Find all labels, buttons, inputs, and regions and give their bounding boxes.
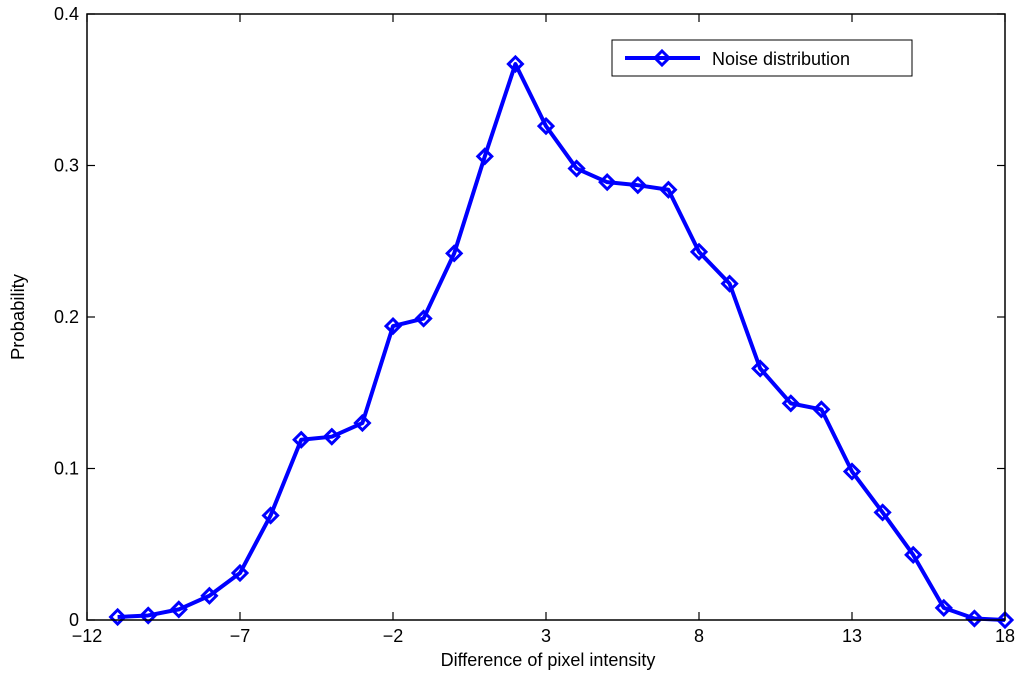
data-point-marker: [812, 400, 831, 419]
data-point-marker: [536, 116, 556, 136]
data-point-marker: [628, 176, 647, 195]
x-tick-label: 3: [541, 626, 551, 646]
legend-diamond-marker: [652, 48, 672, 68]
data-point-marker: [292, 430, 311, 449]
y-axis-label: Probability: [8, 274, 28, 360]
ticks-layer: −12 −7 −2 3 8 13 18 0 0.1 0.2 0.3 0.4: [54, 4, 1015, 646]
data-point-marker: [261, 506, 280, 525]
x-tick-label: −12: [72, 626, 103, 646]
data-point-marker: [934, 598, 953, 618]
series-layer: [108, 54, 1015, 630]
data-point-marker: [781, 394, 800, 413]
series-line-0: [117, 61, 1006, 622]
x-tick-label: −7: [230, 626, 251, 646]
y-tick-label: 0.4: [54, 4, 79, 24]
data-point-marker: [842, 462, 862, 481]
data-point-marker: [873, 503, 892, 522]
data-point-marker: [995, 610, 1015, 630]
data-point-marker: [506, 54, 525, 74]
data-point-marker: [720, 274, 739, 293]
data-point-marker: [169, 600, 188, 619]
x-tick-label: 8: [694, 626, 704, 646]
y-tick-label: 0.2: [54, 307, 79, 327]
legend: Noise distribution: [611, 39, 913, 77]
data-point-marker: [108, 607, 127, 627]
data-point-marker: [445, 244, 464, 263]
data-point-marker: [230, 563, 250, 583]
x-axis-label: Difference of pixel intensity: [441, 650, 656, 670]
data-point-marker: [659, 180, 678, 199]
data-point-marker: [414, 309, 433, 328]
data-point-marker: [322, 427, 341, 446]
x-tick-label: 18: [995, 626, 1015, 646]
y-tick-label: 0.1: [54, 459, 79, 479]
x-tick-label: −2: [383, 626, 404, 646]
y-tick-label: 0.3: [54, 156, 79, 176]
data-point-marker: [200, 586, 219, 605]
legend-label: Noise distribution: [712, 49, 850, 69]
data-point-marker: [965, 609, 984, 628]
x-tick-label: 13: [842, 626, 862, 646]
data-point-marker: [567, 159, 586, 178]
data-point-marker: [139, 606, 158, 625]
data-point-marker: [383, 316, 403, 336]
y-tick-label: 0: [69, 610, 79, 630]
data-point-marker: [904, 545, 923, 564]
data-point-marker: [689, 242, 709, 261]
data-point-marker: [475, 147, 494, 166]
data-point-marker: [751, 359, 770, 378]
plot-frame: [86, 13, 1006, 621]
data-point-marker: [353, 413, 372, 433]
data-point-marker: [598, 173, 617, 192]
